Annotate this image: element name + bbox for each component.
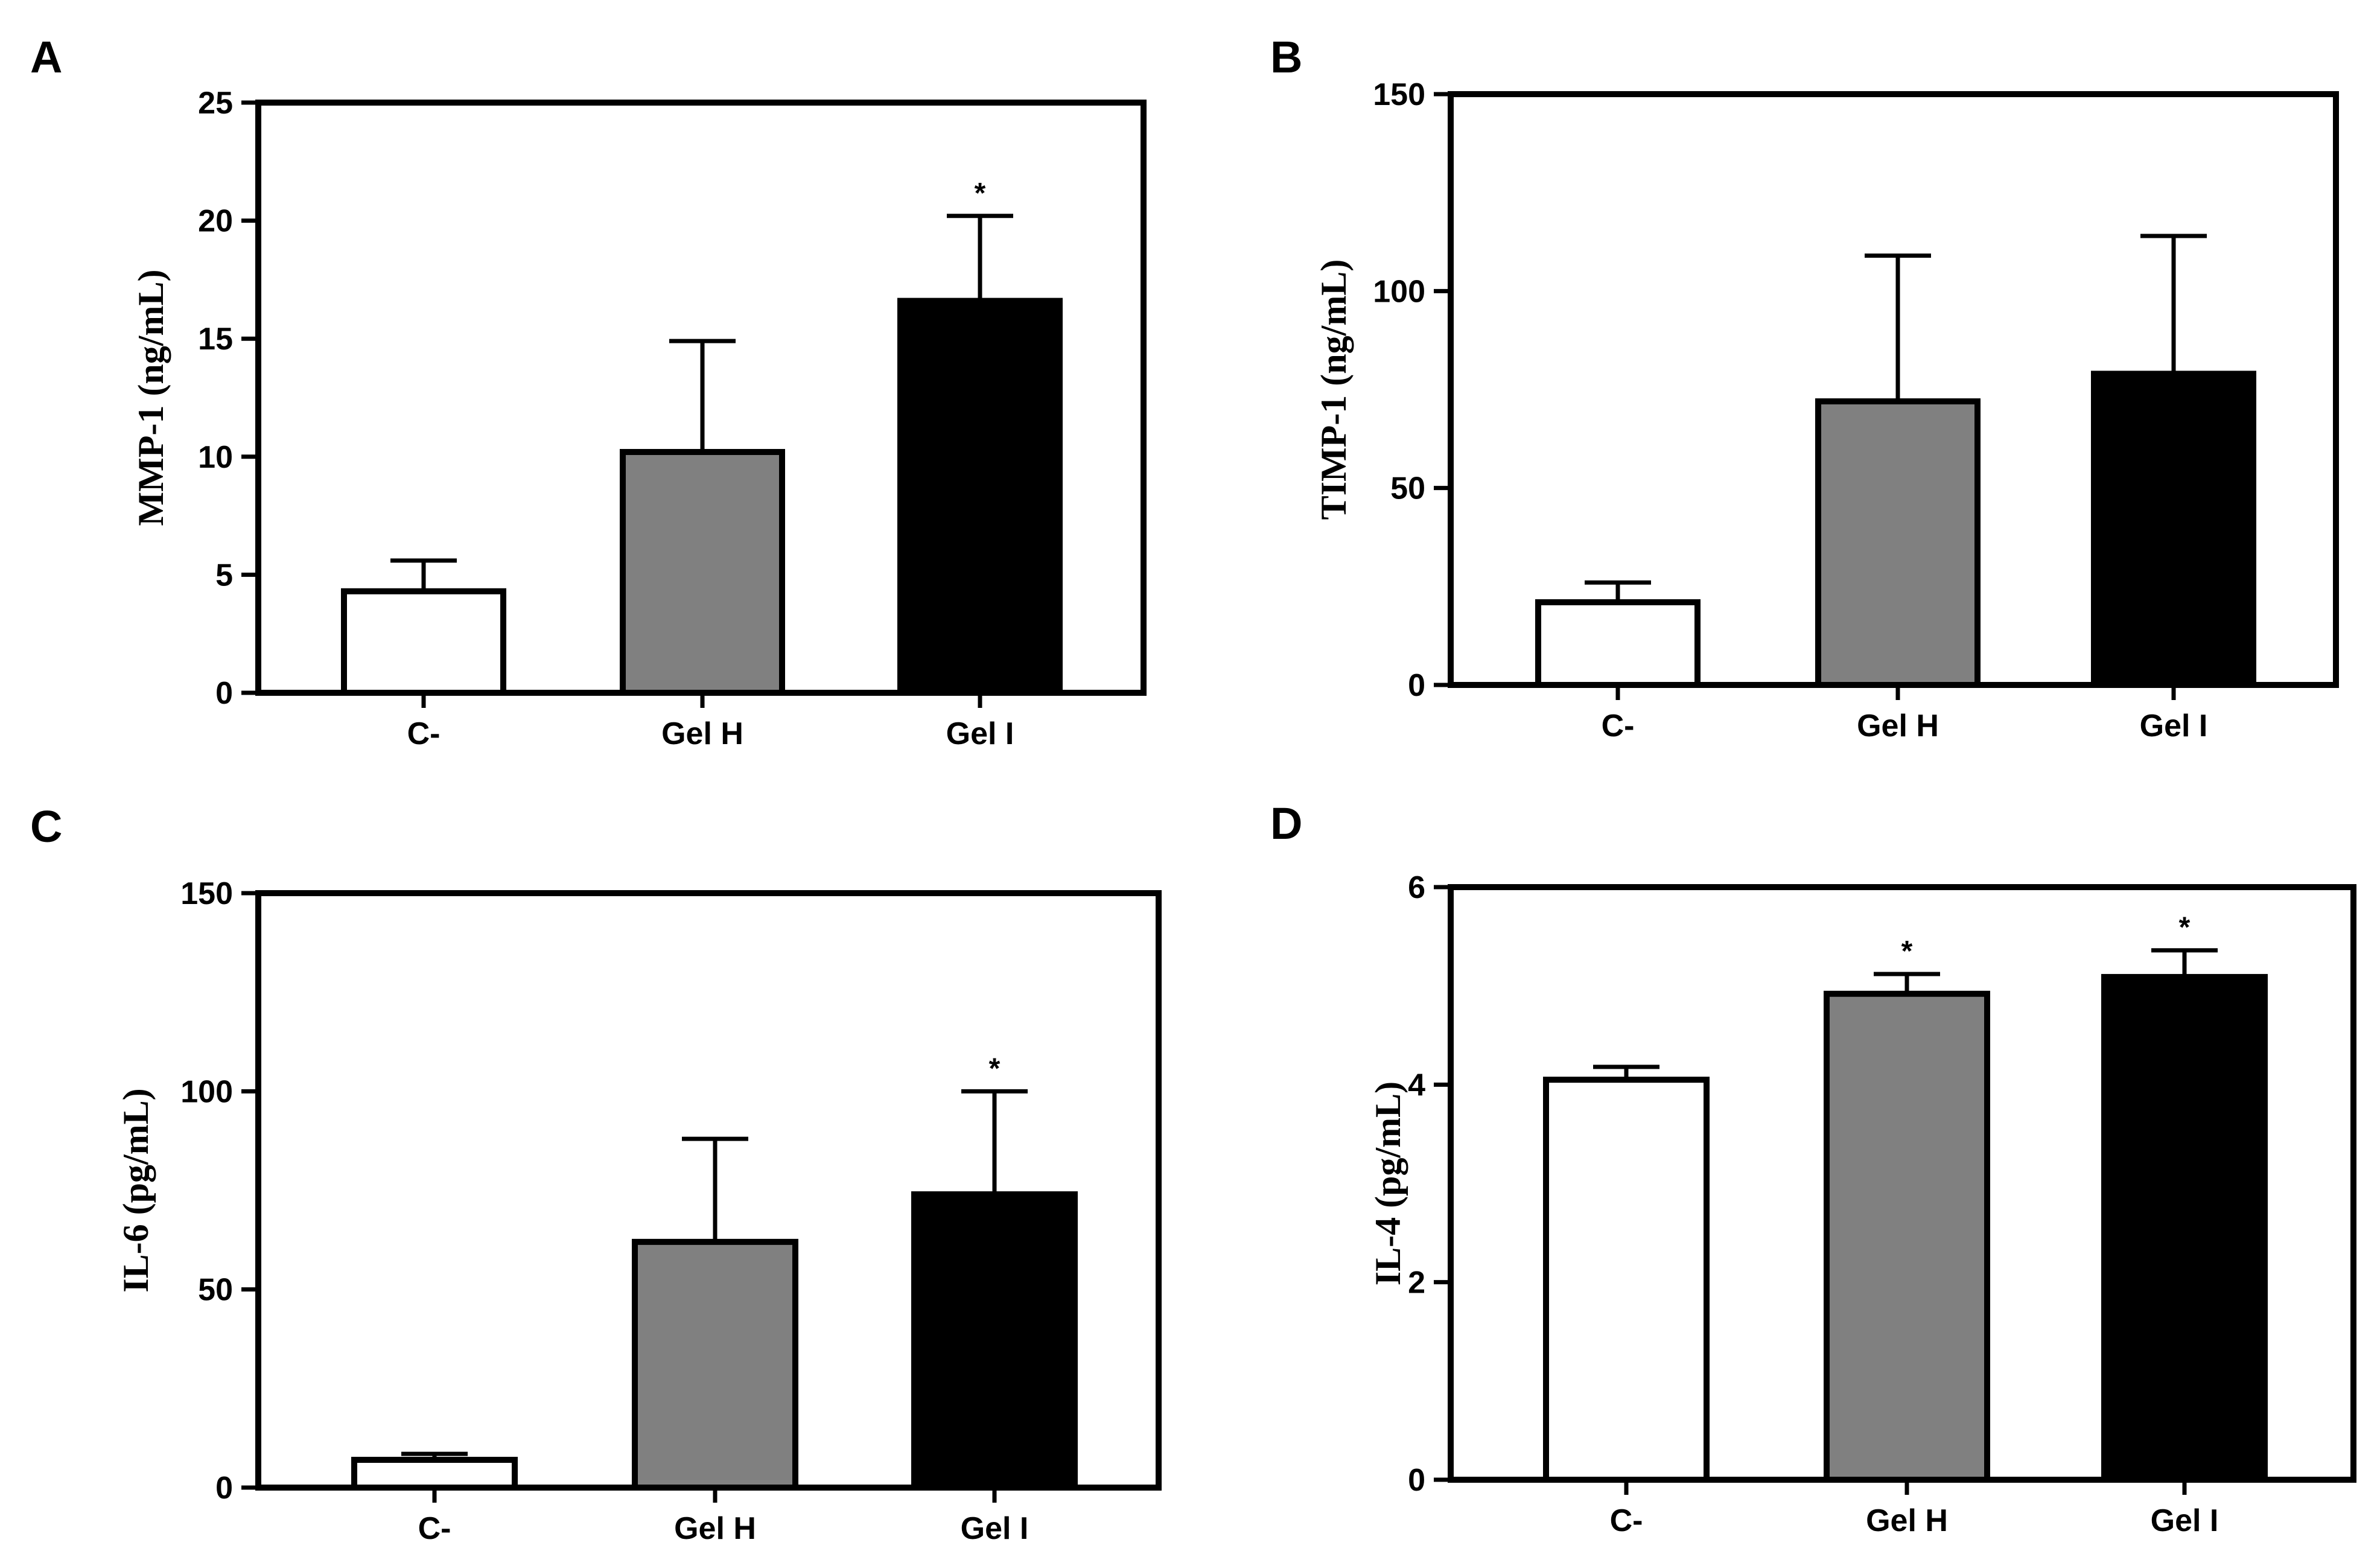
x-tick-label: Gel H: [674, 1511, 756, 1546]
y-tick-label: 15: [198, 322, 233, 357]
y-tick-label: 2: [1408, 1266, 1425, 1301]
y-tick-label: 10: [198, 440, 233, 475]
bar-gel-i: [911, 1191, 1078, 1491]
chart-panel-c: C IL-6 (pg/mL) C- Gel H * Gel I 0 50 100 150: [30, 801, 1162, 1546]
bar-gel-i: [897, 298, 1063, 696]
bar-gel-h: [632, 1238, 798, 1491]
y-tick-label: 6: [1408, 870, 1425, 905]
y-tick-label: 50: [1390, 471, 1425, 506]
y-tick-label: 25: [198, 86, 233, 121]
y-tick-label: 0: [215, 676, 233, 711]
significance-marker: *: [1901, 935, 1913, 967]
panel-letter: A: [30, 32, 62, 82]
x-tick-label: Gel I: [2151, 1503, 2219, 1538]
x-tick-label: Gel H: [1857, 708, 1939, 743]
y-tick-label: 4: [1408, 1068, 1425, 1103]
y-axis-label: IL-4 (pg/mL): [1368, 1081, 1408, 1285]
significance-marker: *: [989, 1052, 1001, 1084]
x-tick-label: C-: [1610, 1503, 1643, 1538]
x-tick-label: Gel I: [961, 1511, 1029, 1546]
bar-gel-h: [1824, 990, 1990, 1483]
x-tick-label: Gel I: [2140, 708, 2208, 743]
x-tick-label: C-: [1602, 708, 1635, 743]
y-tick-label: 150: [180, 876, 233, 911]
x-tick-label: C-: [418, 1511, 451, 1546]
bar-c: [1535, 599, 1701, 688]
x-tick-label: Gel I: [946, 716, 1014, 751]
bar-c: [341, 588, 506, 696]
plot-frame: [255, 100, 1147, 696]
chart-panel-a: A MMP-1 (ng/mL) C- Gel H * Gel I 0 5 10 15 20 25: [30, 32, 1147, 751]
x-tick-label: Gel H: [661, 716, 743, 751]
bar-gel-h: [620, 448, 785, 696]
chart-panel-d: D IL-4 (pg/mL) C- * Gel H * Gel I 0 2 4 6: [1270, 798, 2356, 1538]
bar-gel-i: [2101, 973, 2268, 1483]
y-tick-label: 0: [1408, 1463, 1425, 1498]
y-tick-label: 100: [180, 1074, 233, 1109]
y-axis-label: IL-6 (pg/mL): [116, 1088, 156, 1292]
bar-c: [351, 1457, 518, 1491]
bar-c: [1543, 1077, 1710, 1483]
panel-letter: C: [30, 801, 62, 852]
bar-gel-i: [2091, 371, 2256, 688]
chart-panel-b: B TIMP-1 (ng/mL) C- Gel H Gel I 0 50 100 150: [1270, 32, 2339, 743]
y-axis-label: MMP-1 (ng/mL): [131, 270, 171, 526]
significance-marker: *: [975, 177, 986, 209]
y-tick-label: 50: [198, 1273, 233, 1308]
panel-letter: B: [1270, 32, 1302, 82]
panel-letter: D: [1270, 798, 1302, 848]
plot-frame: [1448, 884, 2356, 1483]
y-tick-label: 100: [1373, 274, 1425, 309]
bar-gel-h: [1815, 398, 1981, 689]
y-tick-label: 0: [1408, 668, 1425, 703]
x-tick-label: Gel H: [1866, 1503, 1948, 1538]
y-axis-label: TIMP-1 (ng/mL): [1314, 259, 1354, 520]
plot-frame: [255, 890, 1162, 1491]
y-tick-label: 150: [1373, 77, 1425, 112]
plot-frame: [1448, 91, 2339, 688]
significance-marker: *: [2179, 912, 2191, 944]
x-tick-label: C-: [407, 716, 441, 751]
y-tick-label: 20: [198, 204, 233, 239]
y-tick-label: 0: [215, 1471, 233, 1506]
y-tick-label: 5: [215, 558, 233, 593]
